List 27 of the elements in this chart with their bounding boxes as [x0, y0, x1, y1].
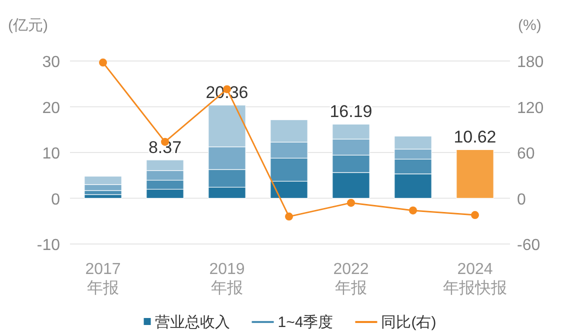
- y-tick-label: 10: [42, 146, 60, 162]
- point: [409, 206, 417, 214]
- y-tick-label: 20: [42, 100, 60, 117]
- y2-axis-title: (%): [518, 17, 542, 34]
- y2-tick-label: 120: [517, 100, 544, 117]
- point: [471, 211, 479, 220]
- y-axis-title: (亿元): [8, 17, 48, 34]
- legend-label: 营业总收入: [154, 314, 230, 331]
- y-tick-label: -10: [36, 237, 60, 254]
- x-tick-label: 2017 年报: [85, 261, 121, 297]
- point: [99, 58, 107, 67]
- y2-tick-label: -60: [517, 237, 540, 254]
- x-tick-label: 2019 年报: [209, 261, 245, 297]
- y-tick-label: 30: [42, 54, 60, 71]
- y2-tick-label: 180: [517, 54, 544, 71]
- total-label: 16.19: [330, 102, 372, 122]
- y2-tick-label: 0: [517, 191, 526, 208]
- y2-tick-label: 60: [517, 146, 535, 162]
- point: [347, 198, 355, 207]
- legend-label: 1~4季度: [278, 314, 334, 331]
- x-tick-label: 2024 年报快报: [443, 261, 507, 297]
- point: [285, 212, 293, 221]
- y-tick-label: 0: [51, 191, 60, 208]
- total-label: 10.62: [454, 128, 496, 147]
- bar: [456, 149, 494, 199]
- legend-label: 同比(右): [381, 314, 436, 331]
- x-tick-label: 2022 年报: [333, 261, 369, 297]
